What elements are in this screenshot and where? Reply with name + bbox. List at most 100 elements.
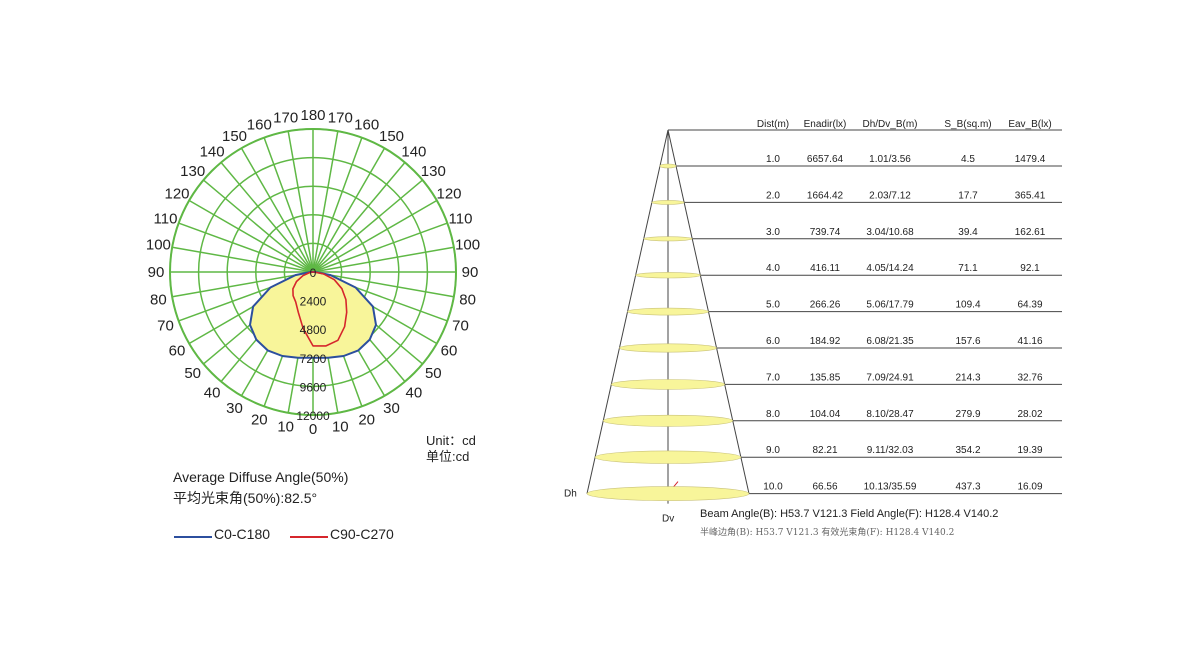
polar-spoke-150 — [312, 147, 386, 273]
cone-ellipse — [602, 414, 734, 427]
polar-angle-label: 10 — [277, 419, 294, 436]
polar-radial-label: 12000 — [296, 409, 330, 423]
table-cell: 104.04 — [810, 409, 841, 420]
polar-angle-label: 170 — [328, 109, 353, 126]
table-cell: 1664.42 — [807, 190, 844, 201]
polar-angle-label: 60 — [441, 343, 458, 360]
average-angle-value: 平均光束角(50%):82.5° — [173, 490, 318, 506]
table-cell: 8.0 — [766, 409, 780, 420]
cone-ellipse — [619, 343, 717, 353]
table-header-cell: Dh/Dv_B(m) — [862, 119, 917, 130]
polar-angle-label: 130 — [180, 163, 205, 180]
table-cell: 92.1 — [1020, 263, 1040, 274]
polar-angle-label: 170 — [273, 109, 298, 126]
cone-ellipse — [586, 486, 750, 501]
polar-labels: 0240048007200960012000180170160150140130… — [146, 107, 480, 438]
table-cell: 19.39 — [1017, 445, 1042, 456]
average-angle-title: Average Diffuse Angle(50%) — [173, 469, 349, 485]
table-cell: 214.3 — [955, 372, 980, 383]
polar-curves — [249, 271, 377, 359]
legend-label-c90-c270: C90-C270 — [330, 526, 394, 542]
polar-line-c0-c180 — [249, 271, 377, 359]
polar-spoke--100 — [172, 246, 314, 273]
table-cell: 17.7 — [958, 190, 978, 201]
table-cell: 3.0 — [766, 227, 780, 238]
polar-radial-label: 2400 — [300, 295, 327, 309]
polar-angle-label: 80 — [459, 291, 476, 308]
polar-angle-label: 100 — [146, 237, 171, 254]
table-cell: 5.0 — [766, 300, 780, 311]
table-cell: 5.06/17.79 — [866, 300, 914, 311]
cone-ellipse — [651, 200, 685, 205]
table-cell: 365.41 — [1015, 190, 1046, 201]
cone-ellipses — [586, 163, 750, 501]
table-cell: 64.39 — [1017, 300, 1042, 311]
cone-ellipse — [627, 307, 709, 316]
cone-ellipse — [610, 379, 725, 390]
polar-angle-label: 90 — [148, 264, 165, 281]
polar-angle-label: 20 — [251, 412, 268, 429]
table-cell: 2.03/7.12 — [869, 190, 911, 201]
table-header-cell: Eav_B(lx) — [1008, 119, 1051, 130]
polar-radial-label: 9600 — [300, 380, 327, 394]
table-cell: 1.0 — [766, 154, 780, 165]
table-cell: 184.92 — [810, 336, 841, 347]
polar-spoke--110 — [178, 222, 314, 273]
polar-angle-label: 130 — [421, 163, 446, 180]
polar-spoke--80 — [172, 271, 314, 298]
legend-line-c90-c270 — [290, 536, 328, 538]
table-cell: 162.61 — [1015, 227, 1046, 238]
polar-angle-label: 70 — [452, 318, 469, 335]
polar-angle-label: 70 — [157, 318, 174, 335]
polar-angle-label: 30 — [226, 400, 243, 417]
polar-angle-label: 140 — [200, 144, 225, 161]
polar-angle-label: 30 — [383, 400, 400, 417]
table-cell: 41.16 — [1017, 336, 1042, 347]
polar-angle-label: 20 — [358, 412, 375, 429]
beam-angle-label: Beam Angle(B): H53.7 V121.3 Field Angle(… — [700, 508, 999, 520]
unit-label-cn: 单位:cd — [426, 449, 470, 464]
beam-angle-label-cn: 半峰边角(B): H53.7 V121.3 有效光束角(F): H128.4 V… — [700, 528, 955, 538]
table-cell: 1479.4 — [1015, 154, 1046, 165]
polar-angle-label: 50 — [425, 365, 442, 382]
polar-radial-label: 4800 — [300, 323, 327, 337]
polar-angle-label: 10 — [332, 419, 349, 436]
polar-spoke-170 — [312, 131, 339, 273]
polar-spoke-160 — [312, 137, 363, 273]
polar-angle-label: 90 — [462, 264, 479, 281]
table-cell: 10.13/35.59 — [864, 482, 917, 493]
polar-fill-c0-c180 — [250, 272, 376, 358]
polar-spoke-130 — [312, 179, 423, 273]
table-cell: 7.0 — [766, 372, 780, 383]
legend-line-c0-c180 — [174, 536, 212, 538]
table-cell: 266.26 — [810, 300, 841, 311]
polar-angle-label: 140 — [401, 144, 426, 161]
dh-label: Dh — [564, 489, 577, 500]
table-cell: 1.01/3.56 — [869, 154, 911, 165]
table-header-cell: Enadir(lx) — [804, 119, 847, 130]
table-cell: 739.74 — [810, 227, 841, 238]
polar-angle-label: 80 — [150, 291, 167, 308]
table-cell: 71.1 — [958, 263, 978, 274]
dv-label: Dv — [662, 514, 674, 525]
table-cell: 135.85 — [810, 372, 841, 383]
polar-angle-label: 180 — [300, 107, 325, 124]
polar-angle-label: 40 — [204, 384, 221, 401]
table-cell: 9.0 — [766, 445, 780, 456]
polar-angle-label: 120 — [164, 186, 189, 203]
table-cell: 4.5 — [961, 154, 975, 165]
polar-line-c90-c270 — [292, 271, 348, 347]
polar-spoke--170 — [287, 131, 314, 273]
polar-spoke--120 — [188, 199, 314, 273]
polar-angle-label: 60 — [169, 343, 186, 360]
table-cell: 416.11 — [810, 263, 840, 274]
polar-radial-label: 7200 — [300, 352, 327, 366]
polar-angle-label: 50 — [184, 365, 201, 382]
cone-ellipse — [643, 236, 693, 242]
table-cell: 354.2 — [955, 445, 980, 456]
cone-table: Dist(m) Enadir(lx) Dh/Dv_B(m) S_B(sq.m) Eav_… — [564, 119, 1052, 525]
table-cell: 28.02 — [1017, 409, 1042, 420]
cone-ellipse — [659, 163, 677, 169]
table-header-cell: Dist(m) — [757, 119, 789, 130]
